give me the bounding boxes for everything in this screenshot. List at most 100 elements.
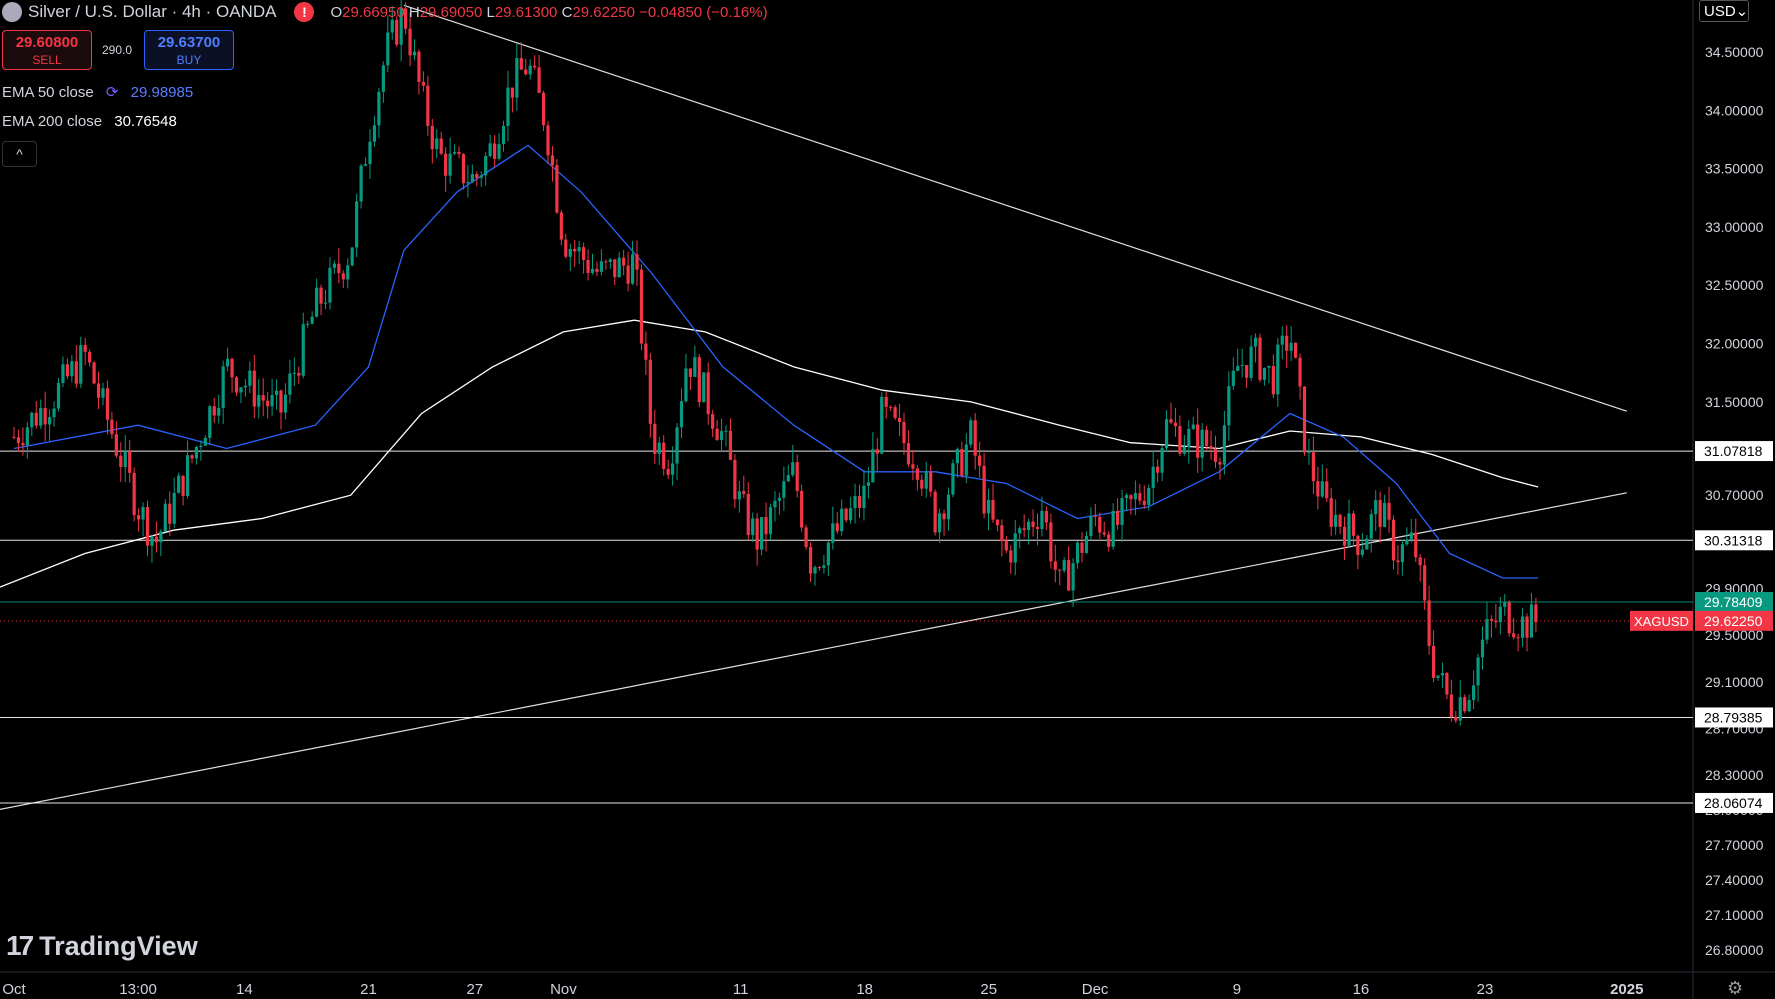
sell-label: SELL	[32, 52, 62, 67]
candle-body	[893, 407, 897, 418]
candle-body	[902, 421, 906, 444]
candle-body	[1280, 335, 1284, 345]
candle-body	[34, 412, 38, 426]
chevron-down-icon: ⌄	[1735, 3, 1749, 20]
candle-body	[412, 51, 417, 56]
candle-body	[1111, 510, 1115, 547]
candle-body	[1423, 565, 1427, 601]
candle-body	[381, 65, 385, 92]
candle-body	[533, 65, 537, 68]
candle-body	[79, 344, 83, 384]
candle-body	[697, 357, 701, 403]
currency-selector[interactable]: USD ⌄	[1699, 0, 1749, 22]
candle-body	[604, 261, 608, 263]
candle-body	[1503, 602, 1507, 607]
ohlc-readout: O29.66950 H29.69050 L29.61300 C29.62250 …	[330, 4, 767, 21]
time-axis-tick: 27	[466, 981, 483, 998]
candle-body	[773, 500, 777, 508]
symbol-tag	[1630, 610, 1693, 631]
candle-body	[421, 81, 425, 86]
ema200-legend[interactable]: EMA 200 close 30.76548	[2, 113, 177, 130]
candle-body	[203, 437, 207, 446]
candle-body	[1347, 513, 1351, 546]
settings-gear-icon[interactable]: ⚙	[1727, 978, 1744, 998]
candle-body	[190, 455, 194, 459]
candle-body	[1294, 342, 1298, 358]
candle-body	[1222, 425, 1226, 465]
close-label: C	[561, 3, 573, 21]
candle-body	[1338, 514, 1342, 527]
candle-body	[1516, 637, 1520, 639]
candle-body	[1169, 419, 1173, 423]
candle-body	[1271, 366, 1275, 395]
candle-body	[457, 152, 461, 155]
candle-body	[1027, 521, 1031, 531]
candle-body	[675, 427, 679, 464]
candle-body	[688, 368, 692, 377]
candle-body	[270, 395, 274, 407]
candle-body	[519, 58, 523, 70]
candle-body	[1351, 513, 1356, 536]
candle-body	[43, 408, 47, 425]
ema50-line	[13, 144, 1539, 579]
open-value: 29.66950	[342, 3, 405, 21]
candle-body	[1231, 370, 1235, 387]
candle-body	[123, 451, 127, 467]
ema200-value: 30.76548	[114, 113, 177, 130]
candle-body	[306, 323, 310, 325]
candle-body	[679, 401, 684, 428]
tradingview-logo[interactable]: 17 TradingView	[6, 930, 198, 962]
candle-body	[1053, 561, 1057, 570]
candle-body	[350, 247, 354, 266]
candle-body	[1071, 563, 1075, 591]
buy-button[interactable]: 29.63700 BUY	[144, 30, 234, 70]
candle-body	[1383, 502, 1387, 527]
candle-body	[1476, 657, 1480, 686]
candle-body	[1080, 542, 1084, 553]
candle-body	[764, 517, 768, 535]
candle-body	[1205, 429, 1209, 447]
candle-body	[30, 412, 34, 428]
candle-body	[1436, 675, 1440, 678]
spread-value: 290.0	[102, 43, 133, 57]
ema50-legend[interactable]: EMA 50 close ⟳ 29.98985	[2, 83, 193, 101]
candle-body	[1031, 521, 1035, 527]
candle-body	[221, 366, 225, 408]
price-axis-tick: 34.50000	[1705, 44, 1764, 60]
candle-body	[911, 464, 915, 469]
candle-body	[461, 154, 466, 184]
candle-body	[230, 358, 234, 378]
open-label: O	[330, 3, 343, 21]
candle-body	[408, 28, 412, 56]
candle-body	[217, 407, 221, 416]
candle-body	[101, 388, 105, 398]
symbol-title[interactable]: Silver / U.S. Dollar · 4h · OANDA	[28, 2, 277, 21]
candle-body	[924, 471, 928, 489]
candle-body	[194, 446, 199, 459]
candle-body	[1196, 424, 1200, 458]
candle-body	[493, 143, 497, 159]
candle-body	[70, 361, 74, 377]
sell-button[interactable]: 29.60800 SELL	[2, 30, 92, 70]
candle-body	[1213, 448, 1218, 463]
candle-body	[346, 265, 350, 280]
candle-body	[1409, 532, 1413, 541]
candle-body	[212, 406, 216, 416]
candle-body	[56, 382, 61, 409]
candle-body	[25, 427, 29, 446]
candle-body	[724, 430, 728, 432]
candle-body	[1142, 500, 1146, 506]
candle-body	[315, 287, 319, 317]
candle-body	[541, 92, 546, 126]
alert-icon[interactable]: !	[294, 2, 315, 22]
candle-body	[662, 442, 666, 469]
candle-body	[1058, 569, 1062, 571]
candle-body	[626, 265, 630, 284]
collapse-legend-button[interactable]: ^	[2, 141, 37, 167]
candle-body	[630, 254, 635, 284]
candle-body	[1267, 366, 1271, 368]
candle-body	[920, 479, 924, 489]
candle-body	[234, 377, 239, 393]
candle-body	[177, 475, 181, 493]
